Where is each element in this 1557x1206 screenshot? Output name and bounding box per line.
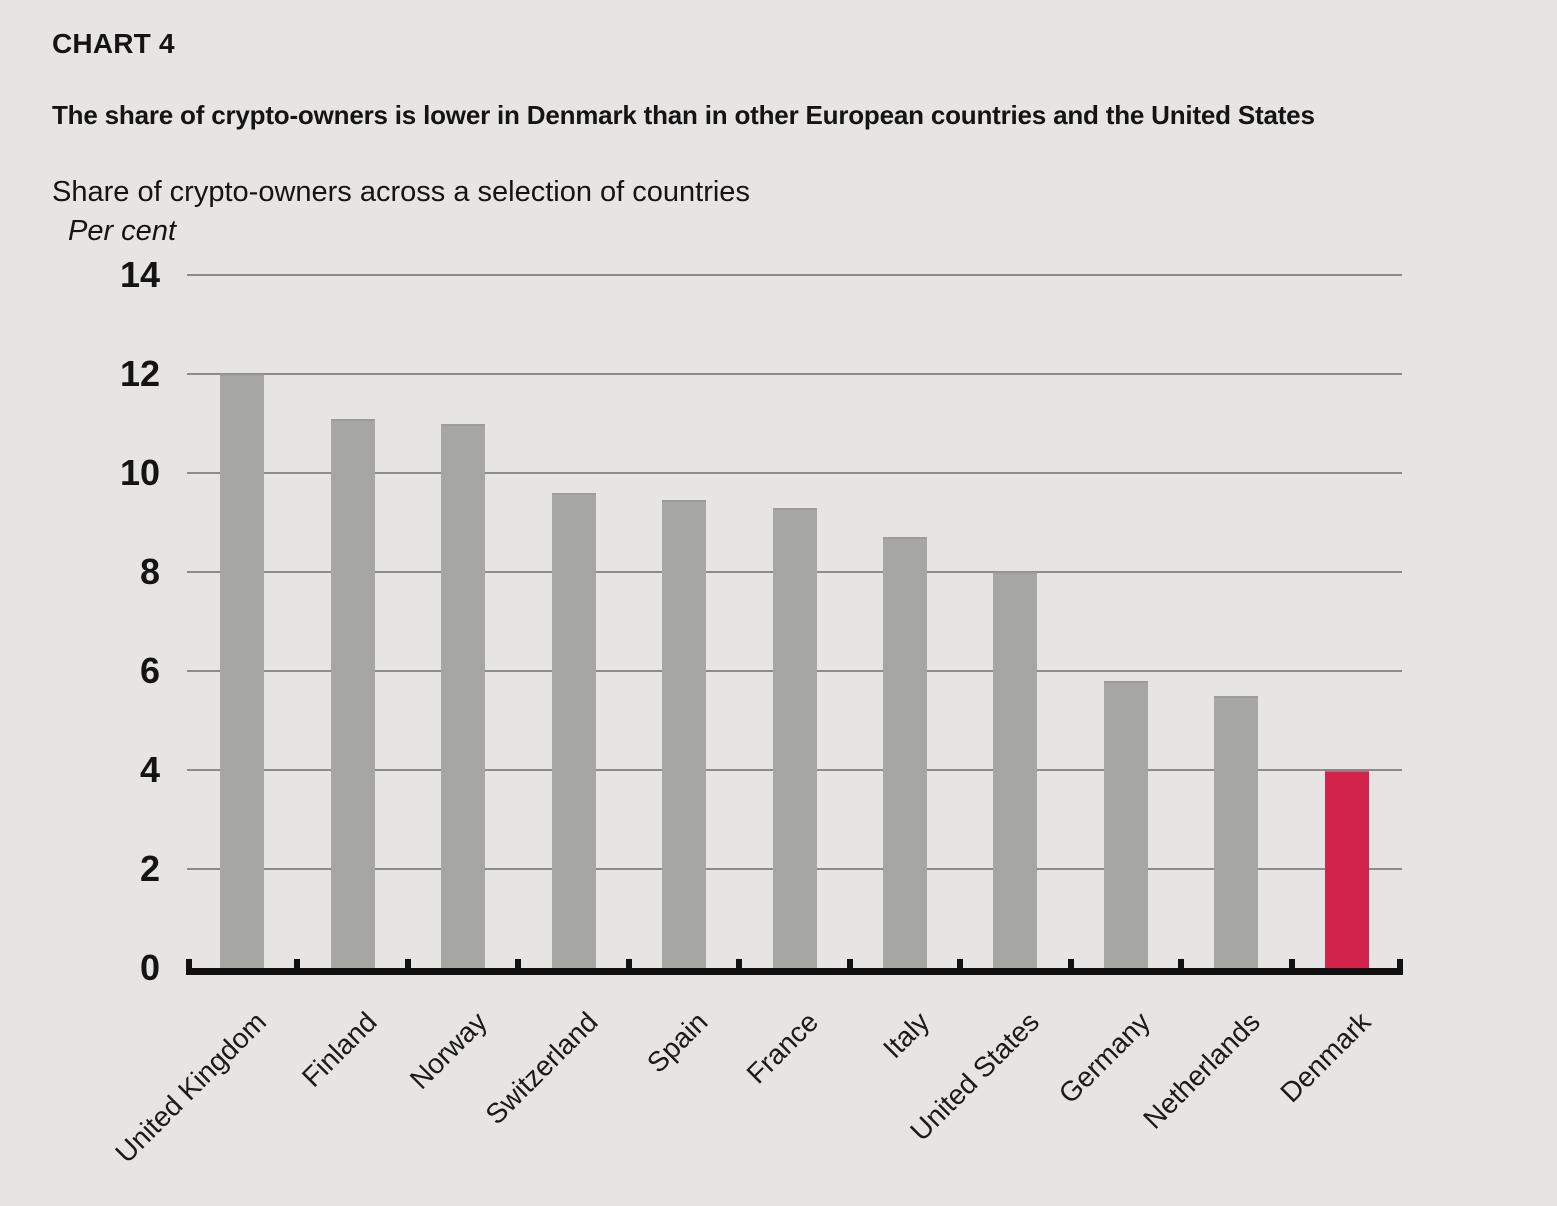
x-tick-label: Netherlands — [1137, 1006, 1267, 1135]
y-tick-label: 0 — [139, 947, 160, 988]
bar-norway — [441, 423, 486, 968]
x-tick-label: France — [740, 1006, 825, 1090]
bar-finland — [330, 418, 375, 968]
x-tick-label: Spain — [641, 1006, 714, 1079]
y-tick-label: 8 — [139, 551, 160, 592]
chart-subtitle: Share of crypto-owners across a selectio… — [52, 176, 750, 208]
chart-title: The share of crypto-owners is lower in D… — [52, 100, 1315, 130]
x-tick-label: Italy — [876, 1006, 935, 1065]
y-tick-label: 2 — [139, 848, 160, 889]
axis-tick — [404, 959, 411, 968]
gridline-14 — [187, 274, 1402, 276]
bar-germany — [1103, 680, 1148, 968]
axis-tick — [625, 959, 632, 968]
axis-tick — [736, 959, 743, 968]
chart-kicker: CHART 4 — [52, 28, 175, 59]
bar-united-states — [993, 572, 1038, 968]
bar-united-kingdom — [220, 374, 265, 968]
gridline-12 — [187, 373, 1402, 375]
y-tick-label: 6 — [139, 650, 160, 691]
axis-unit-label: Per cent — [68, 215, 176, 247]
axis-tick — [1288, 959, 1295, 968]
bar-france — [772, 507, 817, 968]
x-tick-label: Finland — [295, 1006, 383, 1093]
bar-italy — [882, 537, 927, 968]
x-tick-label: Germany — [1052, 1006, 1156, 1110]
y-tick-label: 4 — [139, 749, 160, 790]
axis-tick — [186, 959, 192, 968]
axis-tick — [957, 959, 964, 968]
y-tick-label: 10 — [119, 452, 160, 493]
axis-tick — [1397, 959, 1403, 968]
bar-netherlands — [1214, 695, 1259, 968]
axis-tick — [515, 959, 522, 968]
gridline-10 — [187, 472, 1402, 474]
x-tick-label: Denmark — [1274, 1006, 1377, 1109]
x-tick-label: United Kingdom — [109, 1006, 273, 1169]
y-tick-label: 12 — [119, 353, 160, 394]
x-axis-line — [186, 968, 1403, 975]
bar-denmark — [1324, 770, 1369, 968]
y-tick-label: 14 — [119, 254, 160, 295]
x-tick-label: Switzerland — [479, 1006, 604, 1131]
bar-spain — [662, 500, 707, 968]
axis-tick — [1067, 959, 1074, 968]
x-tick-label: Norway — [404, 1006, 494, 1096]
axis-tick — [294, 959, 301, 968]
bar-switzerland — [551, 492, 596, 968]
axis-tick — [846, 959, 853, 968]
axis-tick — [1178, 959, 1185, 968]
